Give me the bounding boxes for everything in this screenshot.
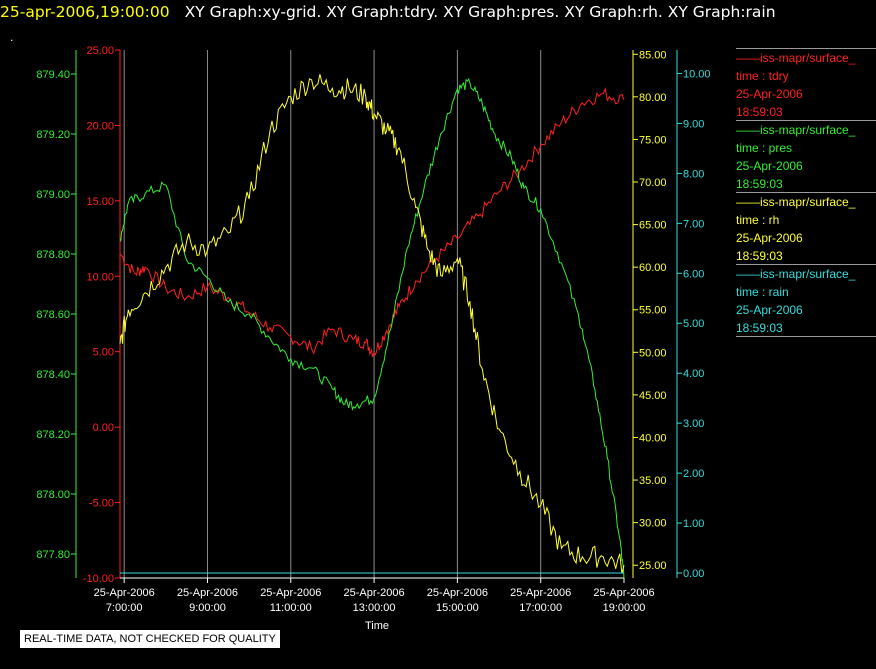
legend-entry: ——iss-mapr/surface_time : rh 25-Apr-2006 1…	[736, 192, 876, 265]
legend-separator	[736, 120, 876, 121]
pres-tick-label: 879.00	[36, 189, 70, 201]
rh-tick-label: 70.00	[639, 177, 667, 189]
pres-tick-label: 878.60	[36, 309, 70, 321]
legend-series-name: ——iss-mapr/surface_	[736, 195, 856, 209]
legend-entry: ——iss-mapr/surface_time : rain 25-Apr-200…	[736, 264, 876, 337]
tdry-series-line	[119, 87, 625, 358]
rh-series-line	[119, 74, 625, 574]
x-tick-time: 9:00:00	[189, 602, 226, 614]
rh-tick-label: 50.00	[639, 347, 667, 359]
xy-chart: 877.80 878.00 878.20 878.40 878.60 878.80 879.…	[36, 45, 711, 632]
legend-time: 18:59:03	[736, 177, 783, 191]
tdry-tick-label: 10.00	[86, 271, 114, 283]
tdry-tick-label: 15.00	[86, 196, 114, 208]
quality-notice: REAL-TIME DATA, NOT CHECKED FOR QUALITY	[20, 630, 280, 648]
x-tick-time: 13:00:00	[353, 602, 396, 614]
tdry-tick-label: 0.00	[93, 422, 114, 434]
x-tick-time: 17:00:00	[519, 602, 562, 614]
rain-tick-label: 6.00	[683, 268, 704, 280]
pres-tick-label: 878.20	[36, 429, 70, 441]
x-tick-date: 25-Apr-2006	[344, 587, 405, 599]
rh-tick-label: 55.00	[639, 305, 667, 317]
rh-tick-label: 40.00	[639, 432, 667, 444]
rain-tick-label: 1.00	[683, 518, 704, 530]
x-tick-date: 25-Apr-2006	[510, 587, 571, 599]
rain-tick-label: 3.00	[683, 418, 704, 430]
legend-date: 25-Apr-2006	[736, 231, 803, 245]
legend-separator	[736, 336, 876, 337]
legend-time: 18:59:03	[736, 321, 783, 335]
legend-date: 25-Apr-2006	[736, 159, 803, 173]
rain-tick-label: 9.00	[683, 118, 704, 130]
x-tick-date: 25-Apr-2006	[593, 587, 654, 599]
rain-tick-label: 10.00	[683, 68, 711, 80]
legend-series-field: time : tdry	[736, 69, 789, 83]
rh-tick-label: 85.00	[639, 49, 667, 61]
x-axis-label: Time	[365, 620, 389, 632]
rh-tick-label: 25.00	[639, 560, 667, 572]
x-tick-date: 25-Apr-2006	[177, 587, 238, 599]
pres-tick-label: 878.40	[36, 369, 70, 381]
rh-tick-label: 80.00	[639, 92, 667, 104]
rh-tick-label: 35.00	[639, 475, 667, 487]
rh-tick-label: 45.00	[639, 390, 667, 402]
tdry-tick-label: -10.00	[83, 573, 114, 585]
rain-tick-label: 4.00	[683, 368, 704, 380]
rh-tick-label: 65.00	[639, 220, 667, 232]
rh-tick-label: 30.00	[639, 518, 667, 530]
legend-time: 18:59:03	[736, 249, 783, 263]
legend-entry: ——iss-mapr/surface_time : tdry 25-Apr-200…	[736, 48, 876, 121]
legend-separator	[736, 48, 876, 49]
x-tick-time: 11:00:00	[270, 602, 312, 614]
title-datetime: 25-apr-2006,19:00:00	[0, 3, 170, 21]
rain-tick-label: 8.00	[683, 168, 704, 180]
x-tick-time: 15:00:00	[436, 602, 479, 614]
pres-series-line	[119, 77, 625, 579]
marker-dot: .	[10, 30, 14, 44]
legend-series-field: time : rain	[736, 285, 789, 299]
pres-tick-label: 878.80	[36, 249, 70, 261]
legend-date: 25-Apr-2006	[736, 303, 803, 317]
rh-tick-label: 60.00	[639, 262, 667, 274]
legend-separator	[736, 192, 876, 193]
x-tick-time: 7:00:00	[106, 602, 143, 614]
legend-series-name: ——iss-mapr/surface_	[736, 51, 856, 65]
legend-series-name: ——iss-mapr/surface_	[736, 123, 856, 137]
legend-series-field: time : rh	[736, 213, 780, 227]
legend-time: 18:59:03	[736, 105, 783, 119]
legend-series-name: ——iss-mapr/surface_	[736, 267, 856, 281]
rh-tick-label: 75.00	[639, 134, 667, 146]
rain-tick-label: 5.00	[683, 318, 704, 330]
x-tick-date: 25-Apr-2006	[427, 587, 488, 599]
rain-tick-label: 0.00	[683, 568, 704, 580]
pres-tick-label: 877.80	[36, 549, 70, 561]
tdry-tick-label: 5.00	[93, 347, 114, 359]
title-bar: 25-apr-2006,19:00:00 XY Graph:xy-grid. X…	[0, 3, 776, 25]
legend-end-separator	[736, 336, 876, 337]
pres-tick-label: 878.00	[36, 489, 70, 501]
legend-entry: ——iss-mapr/surface_time : pres 25-Apr-200…	[736, 120, 876, 193]
x-tick-date: 25-Apr-2006	[260, 587, 321, 599]
legend-date: 25-Apr-2006	[736, 87, 803, 101]
title-graph-list: XY Graph:xy-grid. XY Graph:tdry. XY Grap…	[184, 3, 776, 21]
rain-tick-label: 2.00	[683, 468, 704, 480]
x-tick-date: 25-Apr-2006	[94, 587, 155, 599]
tdry-tick-label: -5.00	[89, 498, 114, 510]
legend-separator	[736, 264, 876, 265]
legend-series-field: time : pres	[736, 141, 793, 155]
rain-tick-label: 7.00	[683, 218, 704, 230]
tdry-tick-label: 25.00	[86, 45, 114, 57]
pres-tick-label: 879.40	[36, 69, 70, 81]
x-tick-time: 19:00:00	[603, 602, 646, 614]
tdry-tick-label: 20.00	[86, 120, 114, 132]
pres-tick-label: 879.20	[36, 129, 70, 141]
